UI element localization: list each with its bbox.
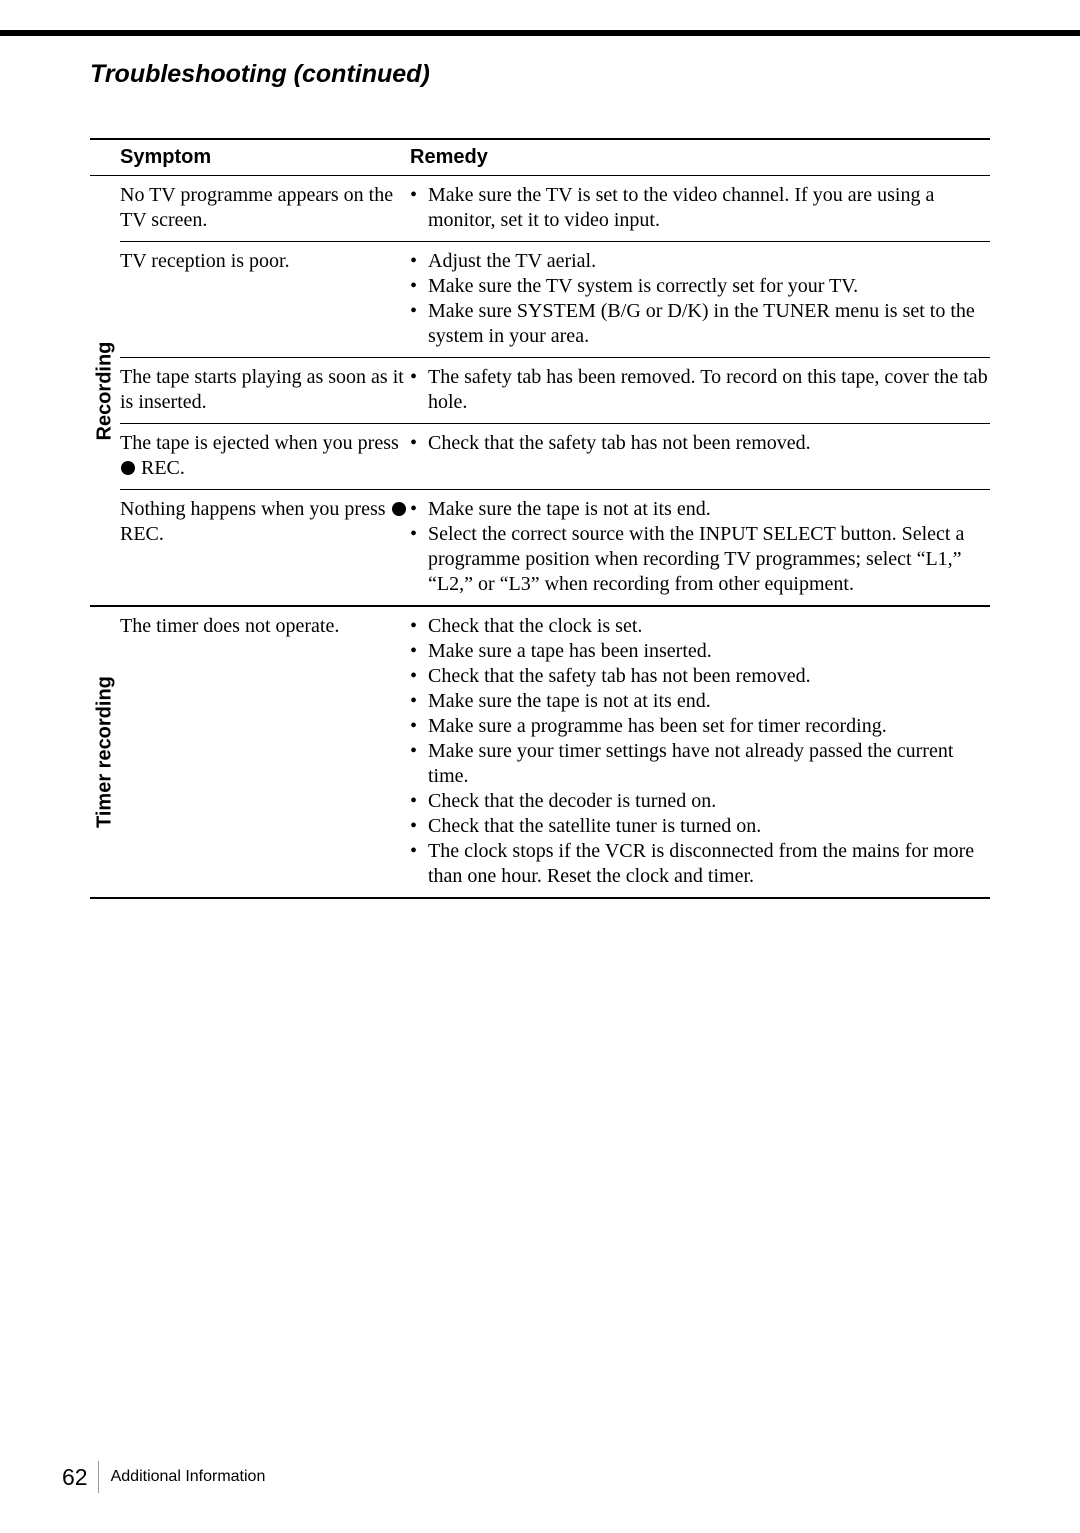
- remedy-item: The clock stops if the VCR is disconnect…: [410, 839, 990, 889]
- table-row: Timer recordingThe timer does not operat…: [90, 606, 990, 898]
- remedy-item: Adjust the TV aerial.: [410, 249, 990, 274]
- page-number: 62: [62, 1464, 98, 1491]
- top-rule: [0, 30, 1080, 36]
- remedy-item: Make sure SYSTEM (B/G or D/K) in the TUN…: [410, 299, 990, 349]
- remedy-list: Check that the safety tab has not been r…: [410, 431, 990, 456]
- remedy-list: Make sure the tape is not at its end.Sel…: [410, 497, 990, 597]
- symptom-cell: Nothing happens when you press REC.: [120, 490, 410, 607]
- symptom-cell: TV reception is poor.: [120, 242, 410, 358]
- remedy-cell: Make sure the TV is set to the video cha…: [410, 176, 990, 242]
- table-row: Nothing happens when you press REC.Make …: [90, 490, 990, 607]
- footer-section-label: Additional Information: [111, 1468, 266, 1486]
- header-remedy: Remedy: [410, 139, 990, 176]
- remedy-list: Adjust the TV aerial.Make sure the TV sy…: [410, 249, 990, 349]
- remedy-item: Make sure the TV is set to the video cha…: [410, 183, 990, 233]
- troubleshooting-table-container: Symptom Remedy RecordingNo TV programme …: [90, 138, 990, 899]
- symptom-cell: The timer does not operate.: [120, 606, 410, 898]
- footer-divider: [98, 1461, 99, 1493]
- remedy-cell: Adjust the TV aerial.Make sure the TV sy…: [410, 242, 990, 358]
- troubleshooting-table: Symptom Remedy RecordingNo TV programme …: [90, 138, 990, 899]
- remedy-item: Check that the decoder is turned on.: [410, 789, 990, 814]
- remedy-cell: Check that the clock is set.Make sure a …: [410, 606, 990, 898]
- remedy-list: The safety tab has been removed. To reco…: [410, 365, 990, 415]
- symptom-cell: No TV programme appears on the TV screen…: [120, 176, 410, 242]
- table-header-row: Symptom Remedy: [90, 139, 990, 176]
- section-label: Recording: [90, 176, 120, 607]
- remedy-item: Make sure your timer settings have not a…: [410, 739, 990, 789]
- remedy-cell: Check that the safety tab has not been r…: [410, 424, 990, 490]
- remedy-cell: Make sure the tape is not at its end.Sel…: [410, 490, 990, 607]
- remedy-item: Make sure a tape has been inserted.: [410, 639, 990, 664]
- page-title: Troubleshooting (continued): [90, 60, 430, 89]
- remedy-item: The safety tab has been removed. To reco…: [410, 365, 990, 415]
- table-row: RecordingNo TV programme appears on the …: [90, 176, 990, 242]
- remedy-list: Check that the clock is set.Make sure a …: [410, 614, 990, 889]
- symptom-cell: The tape starts playing as soon as it is…: [120, 358, 410, 424]
- table-row: The tape is ejected when you press REC.C…: [90, 424, 990, 490]
- remedy-item: Check that the safety tab has not been r…: [410, 664, 990, 689]
- page-footer: 62 Additional Information: [62, 1461, 265, 1493]
- remedy-item: Make sure a programme has been set for t…: [410, 714, 990, 739]
- remedy-item: Make sure the TV system is correctly set…: [410, 274, 990, 299]
- table-row: The tape starts playing as soon as it is…: [90, 358, 990, 424]
- symptom-cell: The tape is ejected when you press REC.: [120, 424, 410, 490]
- header-side-spacer: [90, 139, 120, 176]
- remedy-cell: The safety tab has been removed. To reco…: [410, 358, 990, 424]
- remedy-item: Select the correct source with the INPUT…: [410, 522, 990, 597]
- remedy-item: Check that the clock is set.: [410, 614, 990, 639]
- remedy-item: Check that the safety tab has not been r…: [410, 431, 990, 456]
- header-symptom: Symptom: [120, 139, 410, 176]
- remedy-item: Check that the satellite tuner is turned…: [410, 814, 990, 839]
- table-row: TV reception is poor.Adjust the TV aeria…: [90, 242, 990, 358]
- remedy-item: Make sure the tape is not at its end.: [410, 497, 990, 522]
- section-label: Timer recording: [90, 606, 120, 898]
- remedy-list: Make sure the TV is set to the video cha…: [410, 183, 990, 233]
- remedy-item: Make sure the tape is not at its end.: [410, 689, 990, 714]
